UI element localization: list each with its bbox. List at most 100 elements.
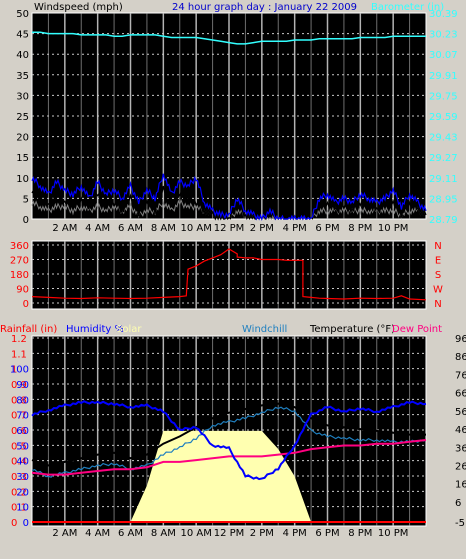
direction-y-tick-label: 0 (23, 299, 29, 310)
rain-y-tick-label: 0.7 (11, 411, 27, 422)
chart-marks (31, 31, 427, 523)
wind-y-tick-label: 50 (16, 9, 29, 20)
chart-title: 24 hour graph day : January 22 2009 (172, 2, 357, 13)
wind-y-tick-label: 10 (16, 174, 29, 185)
x-tick-label-top: 12 PM (214, 223, 245, 234)
windspeed-axis-title: Windspeed (mph) (34, 2, 123, 13)
rain-y-tick-label: 0.6 (11, 426, 27, 437)
temperature-y-tick-label: 96 (455, 334, 466, 345)
x-tick-label-bottom: 4 AM (85, 528, 110, 539)
temperature-y-tick-label: 46 (455, 425, 466, 436)
barometer-y-tick-label: 29.59 (429, 112, 458, 123)
x-tick-label-bottom: 4 PM (283, 528, 307, 539)
direction-compass-label: E (435, 256, 441, 267)
axis-labels: 0510152025303540455028.7928.9529.1129.27… (10, 9, 466, 539)
temperature-y-tick-label: 56 (455, 407, 466, 418)
rain-y-tick-label: 0.2 (11, 487, 27, 498)
barometer-y-tick-label: 30.23 (429, 30, 458, 41)
legend-dewpoint: Dew Point (392, 324, 442, 335)
barometer-y-tick-label: 29.27 (429, 153, 458, 164)
temperature-y-tick-label: 16 (455, 480, 466, 491)
temperature-y-tick-label: 26 (455, 462, 466, 473)
rain-y-tick-label: 1 (11, 365, 17, 376)
wind-y-tick-label: 20 (16, 133, 29, 144)
x-tick-label-bottom: 6 AM (118, 528, 143, 539)
temperature-y-tick-label: 76 (455, 370, 466, 381)
x-tick-label-top: 4 AM (85, 223, 110, 234)
wind-y-tick-label: 25 (16, 112, 29, 123)
wind-y-tick-label: 35 (16, 71, 29, 82)
humidity-y-tick-label: 90 (16, 380, 29, 391)
humidity-y-tick-label: 40 (16, 457, 29, 468)
x-tick-label-top: 8 PM (348, 223, 372, 234)
humidity-y-tick-label: 30 (16, 472, 29, 483)
x-tick-label-bottom: 8 AM (151, 528, 176, 539)
legend-rainfall: Rainfall (in) (0, 324, 57, 335)
wind-y-tick-label: 45 (16, 30, 29, 41)
direction-compass-label: S (435, 270, 441, 281)
temperature-y-tick-label: 66 (455, 389, 466, 400)
barometer-axis-title: Barometer (in) (371, 2, 444, 13)
rain-y-tick-label: 1.1 (11, 349, 27, 360)
legend-humidity: Humidity % (66, 324, 124, 335)
direction-compass-label: N (434, 299, 441, 310)
barometer-y-tick-label: 29.43 (429, 133, 458, 144)
rain-y-tick-label: 0.8 (11, 395, 27, 406)
x-tick-label-top: 8 AM (151, 223, 176, 234)
humidity-y-tick-label: 10 (16, 503, 29, 514)
x-tick-label-top: 2 AM (52, 223, 77, 234)
humidity-y-tick-label: 20 (16, 487, 29, 498)
direction-compass-label: W (433, 285, 443, 296)
rain-y-tick-label: 0.9 (11, 380, 27, 391)
direction-y-tick-label: 90 (16, 285, 29, 296)
barometer-y-tick-label: 28.79 (429, 215, 458, 226)
barometer-y-tick-label: 29.91 (429, 71, 458, 82)
wind-speed-line (31, 185, 427, 221)
x-tick-label-top: 6 PM (315, 223, 339, 234)
barometer-y-tick-label: 30.39 (429, 9, 458, 20)
humidity-y-tick-label: 70 (16, 411, 29, 422)
legend-windchill: Windchill (242, 324, 287, 335)
temperature-y-tick-label: 86 (455, 352, 466, 363)
x-tick-label-bottom: 8 PM (348, 528, 372, 539)
solar-area (32, 430, 426, 522)
x-tick-label-top: 6 AM (118, 223, 143, 234)
direction-y-tick-label: 270 (10, 256, 29, 267)
windchill-line (31, 406, 427, 478)
x-tick-label-top: 2 PM (250, 223, 274, 234)
legend-temperature: Temperature (°F) (309, 324, 395, 335)
direction-compass-label: N (434, 241, 441, 252)
x-tick-label-bottom: 2 AM (52, 528, 77, 539)
barometer-line (32, 31, 426, 45)
wind-y-tick-label: 30 (16, 91, 29, 102)
x-tick-label-bottom: 10 PM (378, 528, 409, 539)
rain-y-tick-label: 0.5 (11, 441, 27, 452)
rain-y-tick-label: 0.4 (11, 457, 27, 468)
barometer-y-tick-label: 29.11 (429, 174, 458, 185)
humidity-y-tick-label: 50 (16, 441, 29, 452)
humidity-y-tick-label: 80 (16, 395, 29, 406)
temperature-y-tick-label: -5 (455, 518, 465, 529)
humidity-y-tick-label: 60 (16, 426, 29, 437)
x-tick-label-top: 10 PM (378, 223, 409, 234)
wind-y-tick-label: 40 (16, 50, 29, 61)
rain-y-tick-label: 1.2 (11, 334, 27, 345)
temperature-line (31, 402, 426, 467)
x-tick-label-bottom: 10 AM (180, 528, 211, 539)
wind-y-tick-label: 5 (23, 194, 29, 205)
rain-y-tick-label: 0.3 (11, 472, 27, 483)
temperature-y-tick-label: 36 (455, 443, 466, 454)
x-tick-label-bottom: 6 PM (315, 528, 339, 539)
x-tick-label-top: 4 PM (283, 223, 307, 234)
direction-line (31, 248, 427, 301)
x-tick-label-bottom: 2 PM (250, 528, 274, 539)
wind-gust-line (31, 173, 427, 221)
wind-y-tick-label: 0 (23, 215, 29, 226)
wind-y-tick-label: 15 (16, 153, 29, 164)
x-tick-label-bottom: 12 PM (214, 528, 245, 539)
humidity-line (31, 400, 427, 481)
barometer-y-tick-label: 28.95 (429, 194, 458, 205)
barometer-y-tick-label: 30.07 (429, 50, 458, 61)
humidity-y-tick-label: 0 (23, 518, 29, 529)
